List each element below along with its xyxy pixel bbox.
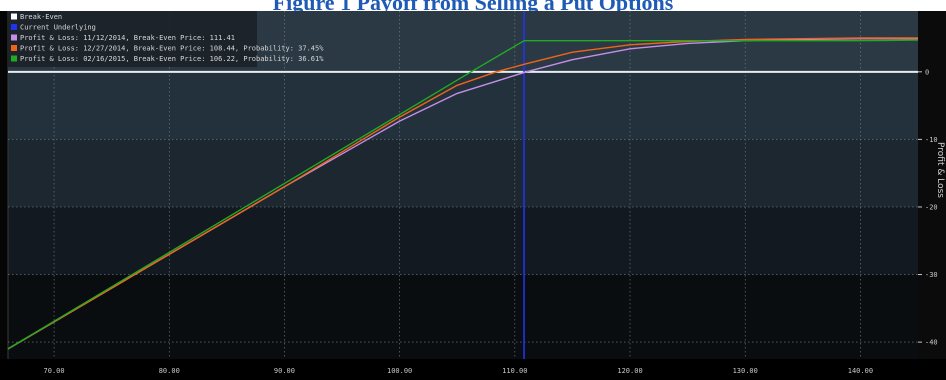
x-tick-label: 140.00 [848,367,873,375]
x-tick-label: 110.00 [502,367,527,375]
legend-entry: Profit & Loss: 11/12/2014, Break-Even Pr… [20,34,235,42]
series-lines [7,37,919,350]
y-axis-title: Profit & Loss [935,142,945,198]
legend-swatch [11,34,17,41]
axes: 70.00 80.00 90.00 100.00 110.00 120.00 130.00 1… [44,68,945,375]
legend-entry: Break-Even [20,13,62,21]
plot-band-3 [8,206,918,275]
reference-lines [8,11,918,359]
legend-swatch [11,13,17,20]
x-tick-label: 70.00 [44,367,65,375]
y-tick-label: -20 [925,203,938,211]
series-line-3 [7,39,919,350]
plot-band-4 [8,274,918,359]
plot-band-1 [8,71,918,140]
legend-entry: Current Underlying [20,24,96,32]
right-axis-strip [918,11,946,359]
y-tick-label: -10 [925,136,938,144]
x-tick-label: 80.00 [159,367,180,375]
legend-swatch [11,45,17,51]
x-tick-label: 120.00 [617,367,642,375]
y-tick-label: 0 [925,68,929,76]
x-tick-label: 130.00 [733,367,758,375]
y-tick-label: -40 [925,339,938,347]
bottom-axis-strip [0,359,946,380]
legend-box [8,11,257,67]
legend-entry: Profit & Loss: 12/27/2014, Break-Even Pr… [20,45,324,53]
legend-entry: Profit & Loss: 02/16/2015, Break-Even Pr… [20,55,324,63]
legend-swatch [11,55,17,62]
legend-swatch [11,24,17,30]
y-tick-label: -30 [925,271,938,279]
legend: Break-Even Current Underlying Profit & Los… [8,11,324,67]
series-line-2 [7,37,918,350]
plot-band-2 [8,139,918,207]
x-tick-label: 90.00 [274,367,295,375]
x-tick-label: 100.00 [387,367,412,375]
